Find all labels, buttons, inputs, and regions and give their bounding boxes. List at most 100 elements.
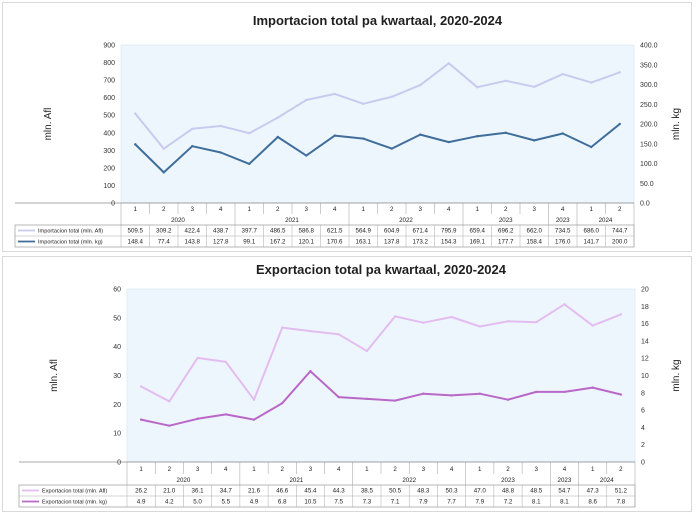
export-year-label: 2020: [177, 477, 191, 484]
import-table-value: 509.5: [128, 228, 144, 235]
import-y-tick-label: 500: [103, 113, 115, 120]
import-data-point: [362, 102, 365, 106]
import-year-label: 2023: [556, 217, 570, 224]
export-data-point: [365, 349, 369, 353]
export-data-point: [252, 398, 256, 401]
export-table-value: 8.6: [588, 499, 597, 506]
export-year-label: 2021: [289, 477, 303, 484]
export-data-point: [337, 395, 340, 399]
import-data-point: [390, 147, 393, 150]
export-y2-tick-label: 0: [641, 460, 645, 467]
export-table-value: 36.1: [192, 488, 205, 495]
import-quarter-label: 4: [219, 206, 223, 213]
import-quarter-label: 1: [248, 206, 252, 213]
export-table-value: 4.9: [137, 499, 146, 506]
import-table-value: 604.9: [384, 228, 400, 235]
import-data-point: [276, 135, 279, 139]
export-data-point: [139, 385, 143, 388]
import-table-value: 158.4: [527, 239, 543, 246]
export-y2-tick-label: 12: [641, 356, 649, 363]
export-quarter-label: 1: [478, 466, 482, 473]
export-quarter-label: 4: [224, 466, 228, 473]
export-y-tick-label: 60: [113, 287, 121, 294]
export-data-point: [224, 360, 227, 364]
import-table-value: 137.8: [384, 239, 400, 246]
import-table-value: 77.4: [158, 239, 171, 246]
import-data-point: [276, 116, 279, 119]
export-table-value: 8.1: [532, 499, 541, 506]
import-table-value: 141.7: [584, 239, 600, 246]
import-y-tick-label: 900: [103, 43, 115, 50]
export-series-line-2: [140, 370, 622, 427]
import-data-point: [504, 131, 507, 135]
export-table-value: 45.4: [304, 488, 317, 495]
export-data-point: [619, 313, 623, 316]
export-y-tick-label: 50: [113, 315, 121, 322]
export-table-value: 38.5: [361, 488, 374, 495]
export-year-label: 2022: [402, 477, 416, 484]
export-data-point: [365, 397, 369, 401]
import-y2-tick-label: 0.0: [640, 201, 650, 208]
export-data-point: [619, 393, 623, 396]
export-data-point: [281, 401, 284, 405]
import-table-value: 734.5: [555, 228, 571, 235]
export-table-value: 48.8: [502, 488, 515, 495]
import-data-point: [590, 81, 593, 84]
import-table-value: 148.4: [128, 239, 144, 246]
import-data-point: [219, 151, 222, 154]
import-y-tick-label: 700: [103, 78, 115, 85]
import-y2-tick-label: 100.0: [640, 161, 658, 168]
export-table-value: 26.2: [135, 488, 148, 495]
import-data-point: [134, 143, 137, 146]
import-table-value: 163.1: [356, 239, 372, 246]
export-chart-panel: Exportacion total pa kwartaal, 2020-2024…: [2, 256, 692, 512]
import-data-point: [618, 71, 621, 74]
export-table-value: 7.8: [617, 499, 626, 506]
export-table-value: 4.2: [165, 499, 174, 506]
export-y2-tick-label: 16: [641, 321, 649, 328]
export-y2-tick-label: 4: [641, 425, 645, 432]
import-y2-tick-label: 250.0: [640, 102, 658, 109]
export-table-value: 7.7: [447, 499, 456, 506]
import-data-point: [248, 162, 251, 166]
import-quarter-label: 3: [419, 206, 423, 213]
import-table-value: 154.3: [441, 239, 457, 246]
import-quarter-label: 4: [447, 206, 451, 213]
import-y-tick-label: 600: [103, 95, 115, 102]
import-year-label: 2023: [499, 217, 513, 224]
export-quarter-label: 3: [196, 466, 200, 473]
import-table-value: 671.4: [413, 228, 429, 235]
export-chart-title: Exportacion total pa kwartaal, 2020-2024: [256, 262, 507, 277]
export-data-point: [478, 325, 481, 328]
import-quarter-label: 2: [504, 206, 508, 213]
export-quarter-label: 2: [393, 466, 397, 473]
export-quarter-label: 1: [365, 466, 369, 473]
export-data-point: [281, 326, 284, 329]
export-data-point: [450, 394, 453, 397]
import-data-point: [447, 62, 450, 65]
import-table-value: 309.2: [156, 228, 172, 235]
import-table-value: 486.5: [270, 228, 286, 235]
import-data-point: [447, 140, 450, 144]
import-table-value: 621.5: [327, 228, 343, 235]
import-data-point: [561, 132, 564, 135]
export-quarter-label: 2: [168, 466, 172, 473]
import-data-point: [618, 122, 621, 126]
export-y-tick-label: 30: [113, 373, 121, 380]
export-legend-label-1: Exportacion total (mln. Afl): [42, 489, 107, 495]
import-quarter-label: 2: [276, 206, 280, 213]
import-legend-label-1: Importacion total (mln. Afl): [38, 229, 103, 235]
export-data-point: [478, 392, 481, 395]
import-y2-tick-label: 350.0: [640, 62, 658, 69]
import-chart-panel: Importacion total pa kwartaal, 2020-2024…: [2, 2, 692, 252]
export-year-label: 2023: [501, 477, 515, 484]
import-data-point: [333, 92, 336, 96]
export-quarter-label: 2: [280, 466, 284, 473]
import-table-value: 120.1: [299, 239, 315, 246]
export-quarter-label: 4: [563, 466, 567, 473]
export-table-value: 4.9: [250, 499, 259, 506]
export-data-point: [309, 369, 312, 373]
import-y-tick-label: 800: [103, 60, 115, 67]
import-data-point: [476, 86, 479, 89]
export-data-point: [563, 303, 566, 306]
